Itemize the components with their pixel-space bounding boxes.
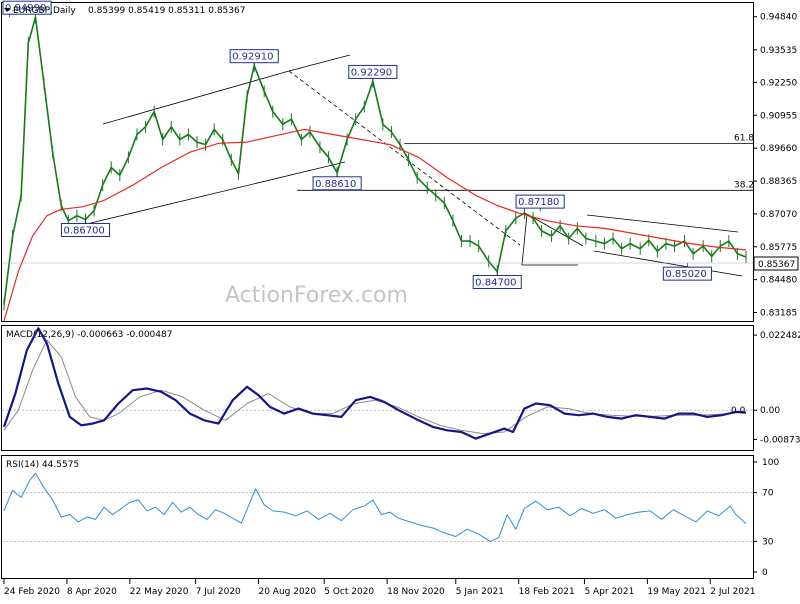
price-annotations: 0.94990 0.92910 0.92290 0.88610 0.86700 0.871… bbox=[2, 0, 712, 290]
wedge-upper-line bbox=[526, 213, 584, 247]
rsi-tick-label: 0 bbox=[762, 568, 768, 578]
price-tick-label: 0.87070 bbox=[760, 210, 797, 220]
wedge-left-line bbox=[521, 213, 528, 266]
price-tick-label: 0.83185 bbox=[760, 308, 797, 318]
current-price-badge: 0.85367 bbox=[753, 256, 799, 271]
time-axis: 24 Feb 2020 8 Apr 2020 22 May 2020 7 Jul 20… bbox=[3, 579, 755, 597]
price-decorations bbox=[69, 54, 743, 277]
fib-levels: 61.8 38.2 bbox=[297, 133, 754, 191]
price-tick-label: 0.93535 bbox=[760, 46, 797, 56]
ohlc-label: 0.85399 0.85419 0.85311 0.85367 bbox=[88, 6, 245, 16]
time-tick-label: 8 Apr 2020 bbox=[67, 587, 117, 597]
channel-mid-line bbox=[288, 54, 351, 72]
time-tick-label: 5 Oct 2020 bbox=[324, 587, 374, 597]
time-tick-label: 18 Feb 2021 bbox=[519, 587, 575, 597]
price-tag: 0.92290 bbox=[348, 64, 398, 82]
header: EURGBP,Daily 0.85399 0.85419 0.85311 0.8… bbox=[4, 6, 245, 16]
macd-tick-label: -0.008736 bbox=[760, 435, 800, 445]
moving-average-line bbox=[3, 128, 747, 322]
price-tag-label: 0.87180 bbox=[518, 197, 559, 208]
price-tag: 0.94990 bbox=[2, 0, 52, 18]
fib-level-label-0: 61.8 bbox=[734, 133, 754, 143]
time-tick-label: 19 May 2021 bbox=[647, 587, 706, 597]
macd-panel-frame bbox=[1, 325, 754, 451]
price-tick-label: 0.89660 bbox=[760, 144, 797, 154]
time-tick-label: 18 Nov 2020 bbox=[387, 587, 445, 597]
time-tick-label: 2 Jul 2021 bbox=[710, 587, 755, 597]
price-tag-label: 0.94990 bbox=[5, 3, 46, 14]
time-tick-label: 7 Jul 2020 bbox=[196, 587, 241, 597]
macd-axis: 0.022482 0.00 -0.008736 0.0 bbox=[731, 331, 800, 445]
rsi-line bbox=[3, 472, 747, 542]
dropdown-arrow-icon[interactable] bbox=[4, 8, 10, 12]
price-tick-label: 0.85775 bbox=[760, 243, 797, 253]
price-tag-label: 0.92910 bbox=[232, 52, 273, 63]
time-tick-label: 5 Jan 2021 bbox=[456, 587, 504, 597]
rsi-series bbox=[3, 472, 747, 542]
price-series bbox=[3, 11, 747, 322]
price-tick-label: 0.90955 bbox=[760, 111, 797, 121]
time-tick-label: 22 May 2020 bbox=[130, 587, 189, 597]
rsi-levels bbox=[2, 492, 753, 542]
current-price-label: 0.85367 bbox=[758, 260, 795, 270]
channel-upper-line bbox=[102, 70, 290, 125]
symbol-label: EURGBP,Daily bbox=[13, 6, 76, 16]
macd-tick-label: 0.022482 bbox=[760, 331, 800, 341]
price-tag: 0.88610 bbox=[312, 172, 362, 191]
fib-level-label-1: 38.2 bbox=[734, 180, 754, 190]
price-tick-label: 0.94840 bbox=[760, 13, 797, 23]
rsi-panel-frame bbox=[1, 455, 754, 579]
macd-zero-label: 0.0 bbox=[731, 406, 746, 416]
time-tick-label: 5 Apr 2021 bbox=[584, 587, 634, 597]
macd-tick-label: 0.00 bbox=[760, 406, 780, 416]
rsi-title: RSI(14) 44.5575 bbox=[6, 460, 79, 470]
price-tag-label: 0.85020 bbox=[665, 269, 706, 280]
price-tag-label: 0.88610 bbox=[315, 179, 356, 190]
flag-upper-line bbox=[586, 214, 739, 233]
rsi-tick-label: 70 bbox=[762, 489, 774, 499]
time-tick-label: 20 Aug 2020 bbox=[258, 587, 316, 597]
macd-signal-line bbox=[3, 339, 747, 435]
price-tag: 0.84700 bbox=[472, 271, 522, 290]
price-tag-label: 0.84700 bbox=[475, 278, 516, 289]
price-tag: 0.92910 bbox=[229, 49, 279, 66]
macd-title: MACD(12,26,9) -0.000663 -0.000487 bbox=[6, 330, 172, 340]
rsi-axis: 100 70 30 0 bbox=[753, 458, 779, 578]
price-tag-box bbox=[2, 0, 52, 15]
price-tick-label: 0.84480 bbox=[760, 276, 797, 286]
price-axis: 0.94840 0.93535 0.92250 0.90955 0.89660 0.883… bbox=[753, 13, 797, 318]
price-tag: 0.86700 bbox=[60, 219, 111, 237]
price-tag: 0.85020 bbox=[662, 263, 712, 281]
price-tag-label: 0.86700 bbox=[63, 225, 104, 236]
rsi-tick-label: 30 bbox=[762, 537, 774, 547]
channel-lower-line bbox=[69, 161, 346, 229]
downtrend-dashed-line bbox=[288, 70, 521, 246]
watermark: ActionForex.com bbox=[225, 283, 408, 308]
price-tag: 0.87180 bbox=[515, 194, 565, 212]
macd-series bbox=[2, 327, 753, 440]
price-tag-label: 0.92290 bbox=[351, 67, 392, 78]
rsi-tick-label: 100 bbox=[762, 458, 779, 468]
time-tick-label: 24 Feb 2020 bbox=[4, 587, 60, 597]
price-tick-label: 0.88365 bbox=[760, 177, 797, 187]
price-tick-label: 0.92250 bbox=[760, 78, 797, 88]
price-panel-frame bbox=[1, 2, 754, 322]
flag-lower-line bbox=[593, 250, 743, 277]
macd-line bbox=[2, 327, 747, 440]
price-close-line bbox=[3, 16, 747, 305]
